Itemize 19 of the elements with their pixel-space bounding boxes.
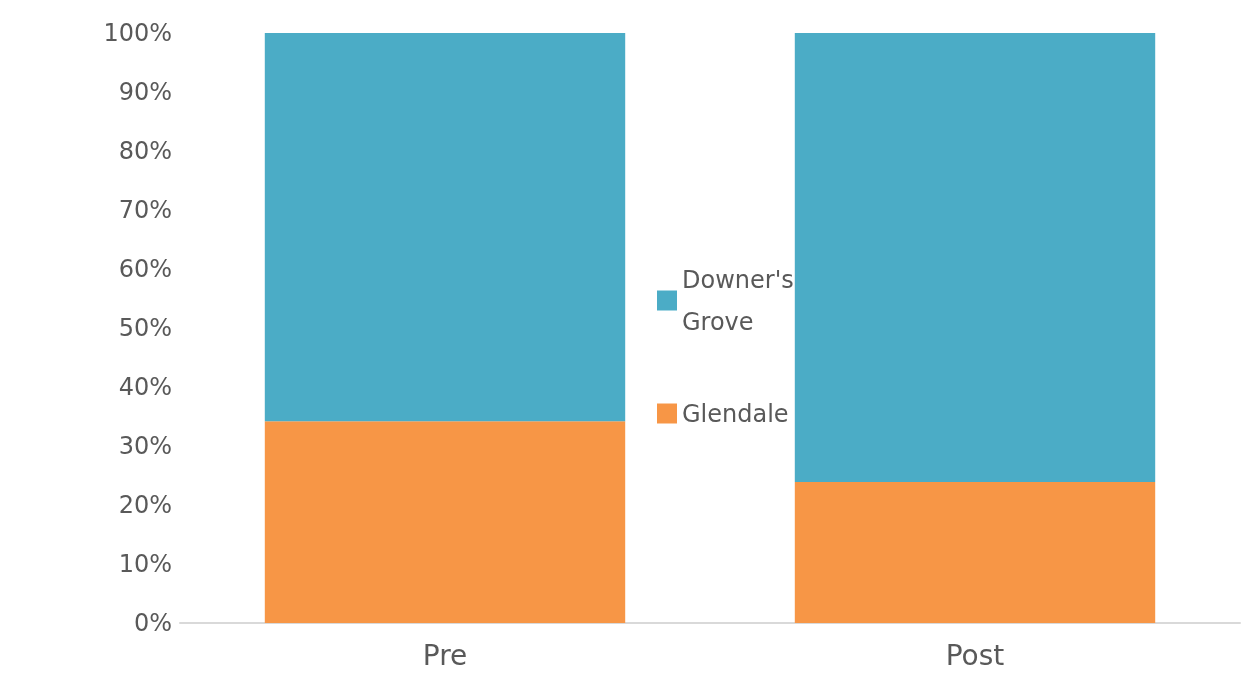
- y-tick-label: 10%: [118, 550, 172, 578]
- y-tick-label: 20%: [118, 491, 172, 519]
- y-tick-label: 30%: [118, 432, 172, 460]
- x-tick-label: Post: [945, 638, 1005, 672]
- y-tick-label: 60%: [118, 255, 172, 283]
- y-tick-label: 100%: [103, 19, 172, 47]
- bar: [264, 33, 626, 422]
- y-tick-label: 0%: [133, 609, 172, 637]
- x-tick-label: Pre: [422, 638, 468, 672]
- legend-label: Glendale: [682, 399, 789, 428]
- legend-label: Downer's Grove: [682, 265, 802, 336]
- y-tick-label: 40%: [118, 373, 172, 401]
- y-tick-label: 80%: [118, 137, 172, 165]
- bar: [264, 421, 626, 623]
- bar: [794, 33, 1156, 482]
- bar: [794, 481, 1156, 623]
- y-tick-label: 90%: [118, 78, 172, 106]
- y-tick-label: 70%: [118, 196, 172, 224]
- y-tick-label: 50%: [118, 314, 172, 342]
